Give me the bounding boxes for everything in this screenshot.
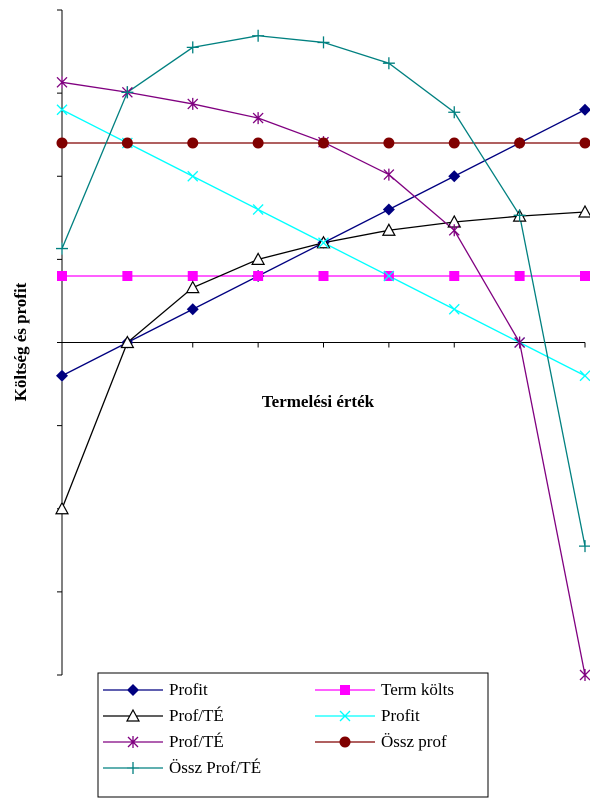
data-point xyxy=(187,170,199,182)
legend-label: Össz prof xyxy=(381,732,447,751)
data-point xyxy=(381,223,396,236)
data-point xyxy=(317,36,330,49)
data-point xyxy=(448,137,460,149)
data-point xyxy=(252,112,264,125)
data-point xyxy=(579,370,590,382)
data-point xyxy=(122,271,133,281)
legend-label: Össz Prof/TÉ xyxy=(169,758,261,777)
data-point xyxy=(383,168,395,181)
series-line xyxy=(61,81,586,676)
x-axis-label: Termelési érték xyxy=(262,392,375,411)
data-point xyxy=(318,137,329,149)
data-point xyxy=(187,97,199,110)
legend-label: Prof/TÉ xyxy=(169,732,224,751)
data-point xyxy=(185,280,200,294)
data-point xyxy=(448,170,461,183)
data-point xyxy=(579,669,590,681)
data-point xyxy=(186,303,199,316)
data-point xyxy=(252,29,265,42)
data-point xyxy=(120,335,135,349)
data-point xyxy=(514,137,526,149)
data-point xyxy=(252,137,264,149)
legend-label: Profit xyxy=(381,706,420,725)
data-point xyxy=(382,57,395,70)
data-point xyxy=(579,540,590,553)
legend-marker xyxy=(125,708,141,722)
data-point xyxy=(318,271,329,281)
data-point xyxy=(449,271,460,281)
data-point xyxy=(579,103,590,116)
legend-label: Prof/TÉ xyxy=(169,706,224,725)
legend-label: Profit xyxy=(169,680,208,699)
data-point xyxy=(253,271,264,281)
data-point xyxy=(448,303,460,315)
data-point xyxy=(383,137,395,149)
series-line xyxy=(61,35,586,547)
data-point xyxy=(56,76,68,89)
y-axis-label: Költség és profit xyxy=(11,282,30,401)
legend-marker xyxy=(339,710,351,722)
data-point xyxy=(448,106,461,119)
legend-label: Term költs xyxy=(381,680,454,699)
data-point xyxy=(121,137,133,149)
legend-marker xyxy=(340,685,350,695)
legend-box xyxy=(97,672,489,798)
data-point xyxy=(580,271,590,281)
data-point xyxy=(318,237,329,249)
data-point xyxy=(448,224,460,237)
data-point xyxy=(513,209,526,222)
series-line xyxy=(61,211,586,509)
data-point xyxy=(383,270,395,282)
data-point xyxy=(186,41,199,54)
data-point xyxy=(579,137,590,149)
legend-marker xyxy=(127,762,139,774)
data-point xyxy=(56,104,68,116)
data-point xyxy=(514,336,526,349)
legend-marker xyxy=(127,736,139,748)
data-point xyxy=(121,86,134,99)
data-point xyxy=(577,204,590,218)
data-point xyxy=(382,203,395,216)
data-point xyxy=(56,369,68,382)
legend-marker xyxy=(127,684,139,696)
data-point xyxy=(187,137,199,149)
data-point xyxy=(187,271,198,281)
data-point xyxy=(54,501,70,515)
data-point xyxy=(57,271,67,281)
data-point xyxy=(514,271,525,281)
data-point xyxy=(56,137,68,149)
data-point xyxy=(252,204,264,215)
data-point xyxy=(251,252,266,265)
data-point xyxy=(56,242,68,255)
legend-marker xyxy=(339,736,351,748)
